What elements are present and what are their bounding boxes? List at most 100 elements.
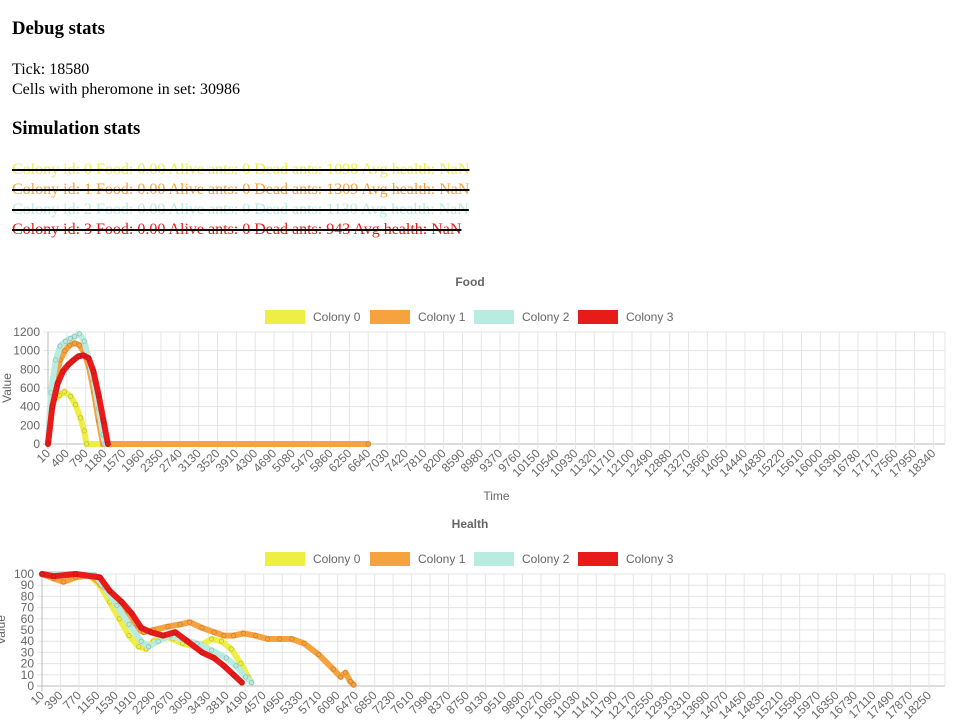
chart0-series-0-point-6[interactable]: [73, 402, 79, 408]
chart0-series-0-point-9[interactable]: [84, 441, 90, 447]
chart1-series-0-point-17[interactable]: [228, 646, 234, 652]
chart1-series-2-point-4[interactable]: [114, 602, 120, 608]
chart0-series-3-point-0[interactable]: [45, 441, 51, 447]
chart1-series-3-point-1[interactable]: [51, 573, 57, 579]
chart1-series-3-point-8[interactable]: [148, 629, 154, 635]
chart0-series-1-point-4[interactable]: [62, 348, 68, 354]
chart1-series-1-point-26[interactable]: [338, 674, 344, 680]
chart0-series-3-point-9[interactable]: [90, 368, 96, 374]
chart1-series-3-point-15[interactable]: [231, 672, 237, 678]
chart1-series-2-point-16[interactable]: [249, 680, 255, 686]
chart0-ytick-6: 1200: [13, 325, 40, 339]
chart1-series-1-point-27[interactable]: [342, 670, 348, 676]
chart1-legend-swatch-2: [474, 552, 514, 566]
chart0-series-2-point-5[interactable]: [67, 336, 73, 342]
chart0-series-3-point-10[interactable]: [96, 393, 102, 399]
chart0-series-3-point-1[interactable]: [49, 404, 55, 410]
chart1-series-2-point-6[interactable]: [138, 638, 144, 644]
chart1-series-1-point-25[interactable]: [330, 666, 336, 672]
chart1-ytick-7: 70: [21, 601, 35, 615]
chart0-legend-item-1[interactable]: Colony 1: [370, 310, 466, 324]
chart0-series-3-point-12[interactable]: [105, 441, 111, 447]
chart1-legend-item-0[interactable]: Colony 0: [265, 552, 361, 566]
chart1-series-2-point-13[interactable]: [223, 655, 229, 661]
chart1-series-1-point-24[interactable]: [316, 652, 322, 658]
chart1-series-3-point-3[interactable]: [97, 574, 103, 580]
chart0-series-1-point-5[interactable]: [67, 342, 73, 348]
chart1-series-1-point-20[interactable]: [265, 636, 271, 642]
chart1-series-1-point-15[interactable]: [211, 629, 217, 635]
chart1-series-3-point-6[interactable]: [129, 610, 135, 616]
chart0-series-3-point-4[interactable]: [65, 362, 71, 368]
chart1-series-3-point-0[interactable]: [39, 571, 45, 577]
chart0-series-3-point-3[interactable]: [60, 368, 66, 374]
chart1-series-0-point-16[interactable]: [218, 638, 224, 644]
chart1-series-1-point-14[interactable]: [199, 625, 205, 631]
chart1-series-2-point-8[interactable]: [155, 638, 161, 644]
chart0-series-0-point-5[interactable]: [68, 393, 74, 399]
chart0-legend-item-0[interactable]: Colony 0: [265, 310, 361, 324]
chart0-series-3-point-5[interactable]: [71, 357, 77, 363]
chart0-series-3-point-8[interactable]: [86, 355, 92, 361]
chart1-legend-label-1: Colony 1: [418, 552, 466, 566]
chart1-series-1-point-13[interactable]: [187, 619, 193, 625]
chart1-series-3-point-12[interactable]: [199, 649, 205, 655]
chart1-series-3-point-10[interactable]: [172, 629, 178, 635]
chart0-series-3-point-2[interactable]: [55, 380, 61, 386]
chart0-series-2-point-3[interactable]: [57, 343, 63, 349]
chart0-series-2-point-4[interactable]: [62, 338, 68, 344]
chart1-series-3-point-16[interactable]: [239, 680, 245, 686]
chart1-series-1-point-28[interactable]: [347, 679, 353, 685]
chart1-series-1-point-2[interactable]: [60, 579, 66, 585]
chart1-series-1-point-16[interactable]: [221, 633, 227, 639]
chart1-series-0-point-15[interactable]: [209, 636, 215, 642]
chart1-series-1-point-21[interactable]: [277, 636, 283, 642]
tick-text: Tick: 18580: [12, 61, 90, 78]
chart1-series-1-point-12[interactable]: [177, 621, 183, 627]
chart0-series-2-point-7[interactable]: [76, 331, 82, 337]
chart1-series-0-point-5[interactable]: [116, 616, 122, 622]
chart1-series-2-point-5[interactable]: [126, 621, 132, 627]
chart1-series-2-point-14[interactable]: [233, 663, 239, 669]
chart1-legend-item-3[interactable]: Colony 3: [578, 552, 674, 566]
chart1-series-3-point-13[interactable]: [211, 655, 217, 661]
chart1-series-1-point-19[interactable]: [253, 633, 259, 639]
chart1-series-2-point-15[interactable]: [243, 674, 249, 680]
chart1-series-1-point-18[interactable]: [240, 630, 246, 636]
chart1-series-3-point-5[interactable]: [119, 599, 125, 605]
chart0-series-1-point-7[interactable]: [76, 342, 82, 348]
colony-3-stats: Colony id: 3 Food: 0.00 Alive ants: 0 De…: [12, 221, 462, 238]
chart1-series-0-point-18[interactable]: [238, 661, 244, 667]
chart1-legend-swatch-3: [578, 552, 618, 566]
chart1-series-0-point-7[interactable]: [136, 644, 142, 650]
chart0-legend-item-3[interactable]: Colony 3: [578, 310, 674, 324]
chart0-series-3-point-7[interactable]: [80, 352, 86, 358]
chart0-series-3-point-6[interactable]: [75, 353, 81, 359]
chart0-series-3-point-11[interactable]: [101, 418, 107, 424]
chart0-series-2-point-8[interactable]: [81, 338, 87, 344]
chart1-series-3-point-4[interactable]: [107, 588, 113, 594]
chart1-series-2-point-7[interactable]: [146, 644, 152, 650]
chart1-series-3-point-14[interactable]: [221, 663, 227, 669]
chart1-series-3-point-11[interactable]: [184, 638, 190, 644]
chart1-legend-item-1[interactable]: Colony 1: [370, 552, 466, 566]
chart1-series-1-point-17[interactable]: [231, 633, 237, 639]
chart0-series-0-point-8[interactable]: [81, 428, 87, 434]
chart0-series-0-point-4[interactable]: [61, 389, 67, 395]
chart0-series-2-point-6[interactable]: [72, 334, 78, 340]
chart0-series-1-point-13[interactable]: [365, 441, 371, 447]
chart1-series-1-point-23[interactable]: [301, 640, 307, 646]
chart1-series-3-point-2[interactable]: [73, 571, 79, 577]
chart0-series-0-point-7[interactable]: [77, 415, 83, 421]
chart1-series-3-point-9[interactable]: [160, 633, 166, 639]
chart1-series-2-point-12[interactable]: [209, 647, 215, 653]
chart1-series-3-point-7[interactable]: [138, 625, 144, 631]
chart1-legend-item-2[interactable]: Colony 2: [474, 552, 570, 566]
chart1-series-0-point-6[interactable]: [126, 633, 132, 639]
chart0-legend-item-2[interactable]: Colony 2: [474, 310, 570, 324]
chart0-series-2-point-2[interactable]: [53, 357, 59, 363]
chart0-series-1-point-6[interactable]: [72, 340, 78, 346]
chart1-series-1-point-11[interactable]: [165, 624, 171, 630]
chart1-series-1-point-22[interactable]: [289, 636, 295, 642]
chart1-series-1-point-29[interactable]: [351, 682, 357, 688]
